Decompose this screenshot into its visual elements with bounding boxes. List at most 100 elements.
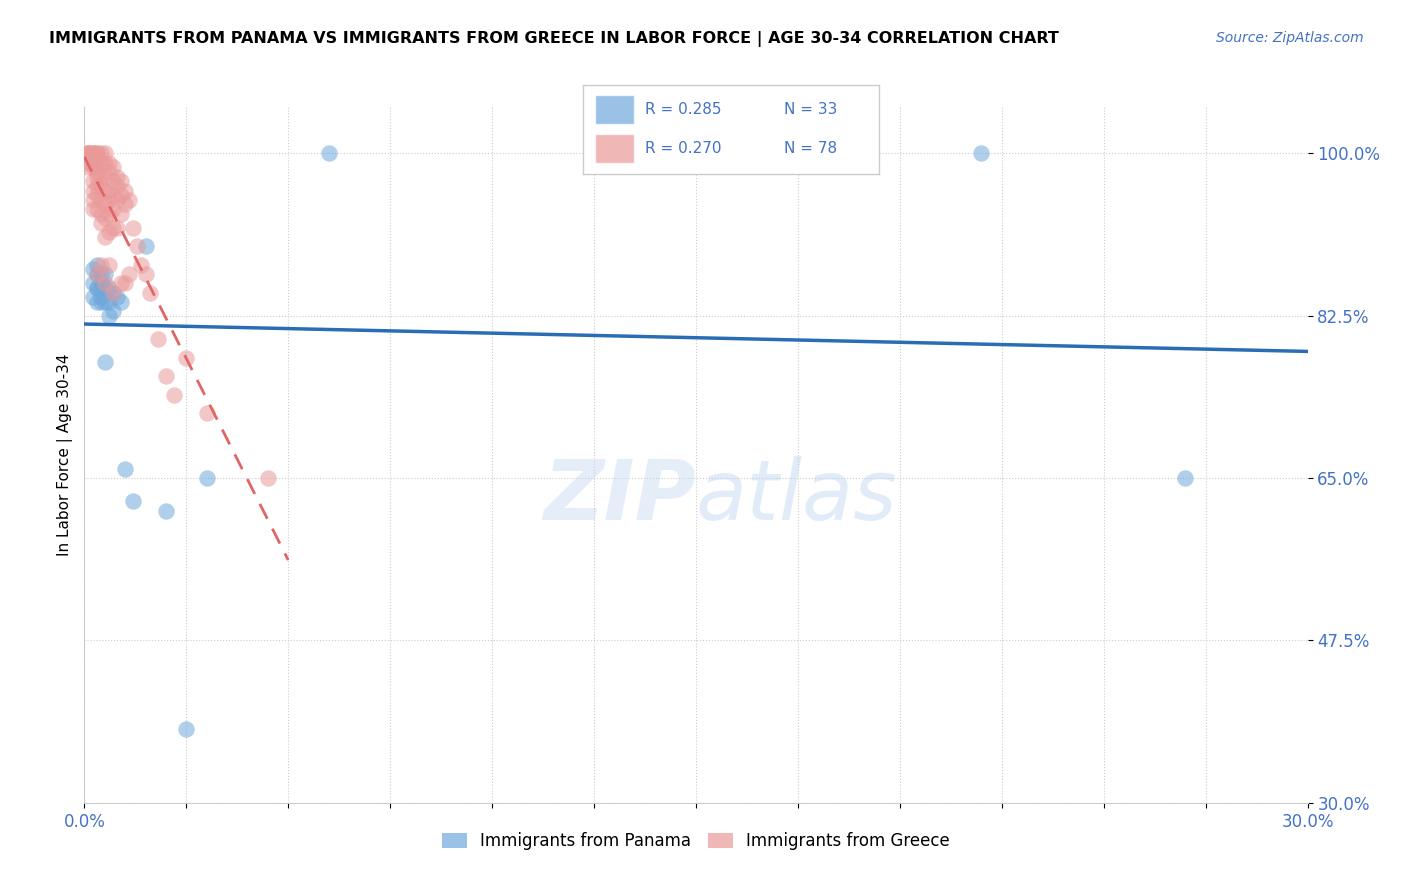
Point xyxy=(86,267,108,281)
Point xyxy=(122,220,145,235)
Point xyxy=(82,290,104,304)
Point xyxy=(86,188,108,202)
Point xyxy=(90,155,112,169)
Point xyxy=(77,146,100,161)
Point xyxy=(97,207,120,221)
Point xyxy=(114,277,136,291)
Point xyxy=(110,294,132,309)
Point xyxy=(90,169,112,184)
Text: Source: ZipAtlas.com: Source: ZipAtlas.com xyxy=(1216,31,1364,45)
Point xyxy=(82,262,104,277)
Point xyxy=(118,267,141,281)
Point xyxy=(97,193,120,207)
Point xyxy=(82,146,104,161)
Point xyxy=(86,146,108,161)
Point xyxy=(105,169,128,184)
Text: R = 0.285: R = 0.285 xyxy=(645,102,723,117)
Point xyxy=(93,184,115,198)
Point xyxy=(135,267,157,281)
Point xyxy=(93,211,115,226)
Point xyxy=(93,169,115,184)
Point xyxy=(86,294,108,309)
Point xyxy=(86,281,108,295)
Point xyxy=(122,494,145,508)
Point xyxy=(155,369,177,384)
Point xyxy=(97,225,120,239)
Point xyxy=(101,285,124,300)
Point xyxy=(135,239,157,253)
Point xyxy=(90,146,112,161)
Point xyxy=(93,355,115,369)
Point xyxy=(105,178,128,193)
Point xyxy=(90,216,112,230)
Point xyxy=(114,462,136,476)
Point xyxy=(114,184,136,198)
Point xyxy=(138,285,160,300)
Point xyxy=(86,267,108,281)
Point xyxy=(90,294,112,309)
Y-axis label: In Labor Force | Age 30-34: In Labor Force | Age 30-34 xyxy=(58,353,73,557)
Point xyxy=(86,202,108,216)
Point xyxy=(318,146,340,161)
Point xyxy=(86,146,108,161)
Point xyxy=(105,290,128,304)
Text: ZIP: ZIP xyxy=(543,456,696,537)
Point xyxy=(127,239,149,253)
Point xyxy=(257,471,280,485)
Point xyxy=(86,151,108,165)
Point xyxy=(93,267,115,281)
Point xyxy=(90,277,112,291)
Point xyxy=(97,258,120,272)
Point xyxy=(93,197,115,211)
Point xyxy=(101,174,124,188)
Point xyxy=(90,290,112,304)
Point xyxy=(970,146,993,161)
Point xyxy=(97,155,120,169)
Point xyxy=(93,281,115,295)
Point xyxy=(90,258,112,272)
Point xyxy=(174,722,197,736)
Point xyxy=(101,161,124,175)
Point xyxy=(90,193,112,207)
Point xyxy=(90,267,112,281)
Point xyxy=(101,220,124,235)
Point xyxy=(131,258,153,272)
Point xyxy=(77,161,100,175)
Point xyxy=(195,406,218,420)
Point xyxy=(82,146,104,161)
Point xyxy=(82,161,104,175)
Point xyxy=(93,277,115,291)
Text: N = 33: N = 33 xyxy=(785,102,838,117)
Point xyxy=(86,155,108,169)
Point xyxy=(86,281,108,295)
Point xyxy=(82,155,104,169)
Point xyxy=(97,165,120,179)
Text: IMMIGRANTS FROM PANAMA VS IMMIGRANTS FROM GREECE IN LABOR FORCE | AGE 30-34 CORR: IMMIGRANTS FROM PANAMA VS IMMIGRANTS FRO… xyxy=(49,31,1059,47)
Point xyxy=(90,207,112,221)
Point xyxy=(82,277,104,291)
Point xyxy=(97,309,120,323)
Point xyxy=(146,332,169,346)
Point xyxy=(86,165,108,179)
Text: R = 0.270: R = 0.270 xyxy=(645,141,723,156)
Point xyxy=(1174,471,1197,485)
Point xyxy=(97,281,120,295)
Point xyxy=(110,277,132,291)
Point xyxy=(97,184,120,198)
Point xyxy=(82,202,104,216)
Text: N = 78: N = 78 xyxy=(785,141,838,156)
FancyBboxPatch shape xyxy=(595,95,634,124)
Point xyxy=(77,146,100,161)
Point xyxy=(82,193,104,207)
Point xyxy=(93,230,115,244)
Point xyxy=(82,184,104,198)
Point xyxy=(105,193,128,207)
Point xyxy=(155,503,177,517)
Point xyxy=(77,146,100,161)
Point xyxy=(101,202,124,216)
FancyBboxPatch shape xyxy=(595,134,634,163)
Point xyxy=(93,294,115,309)
Point xyxy=(118,193,141,207)
Point xyxy=(77,146,100,161)
Text: atlas: atlas xyxy=(696,456,897,537)
